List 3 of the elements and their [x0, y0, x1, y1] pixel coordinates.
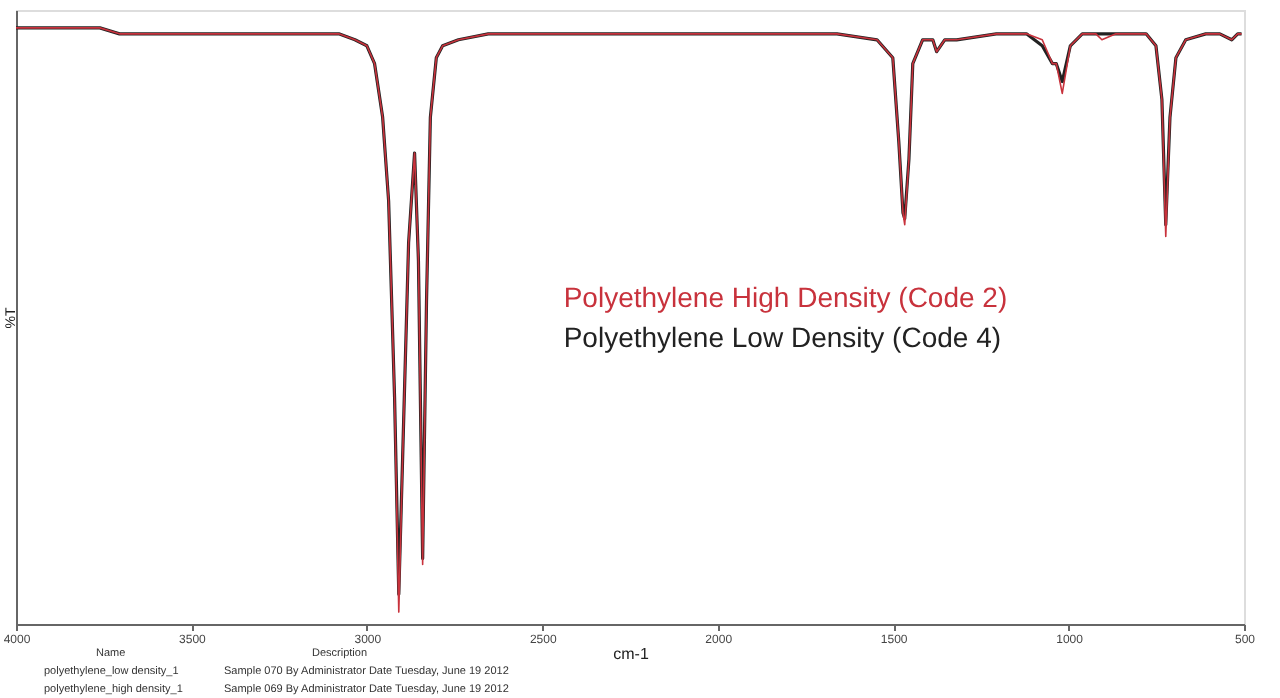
text: Polyethylene Low Density (Code 4)	[563, 320, 1002, 353]
text: Polyethylene High Density (Code 2)	[563, 280, 1008, 313]
x-axis-title: cm-1	[613, 645, 650, 663]
